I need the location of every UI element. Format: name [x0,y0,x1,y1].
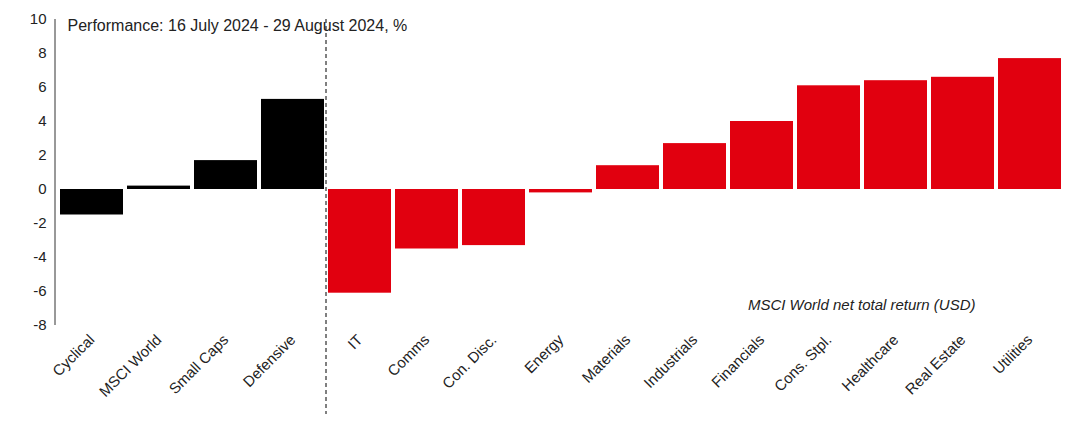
svg-text:Utilities: Utilities [989,331,1035,377]
svg-text:IT: IT [344,331,365,352]
svg-text:MSCI World net total return (U: MSCI World net total return (USD) [748,296,976,313]
svg-text:MSCI World: MSCI World [96,331,165,400]
svg-text:Materials: Materials [578,331,633,386]
svg-text:-2: -2 [33,214,46,231]
svg-text:Con. Disc.: Con. Disc. [439,331,500,392]
svg-text:-8: -8 [33,316,46,333]
svg-text:Small Caps: Small Caps [165,331,231,397]
svg-text:Cons. Stpl.: Cons. Stpl. [771,331,835,395]
svg-text:-6: -6 [33,282,46,299]
svg-text:Financials: Financials [708,331,768,391]
svg-text:Defensive: Defensive [239,331,298,390]
svg-text:10: 10 [30,10,47,27]
svg-text:Healthcare: Healthcare [838,331,901,394]
svg-text:0: 0 [38,180,46,197]
svg-text:Performance: 16 July 2024 - 29: Performance: 16 July 2024 - 29 August 20… [68,17,408,34]
svg-text:Industrials: Industrials [640,331,700,391]
svg-text:4: 4 [38,112,46,129]
svg-text:8: 8 [38,44,46,61]
svg-text:2: 2 [38,146,46,163]
svg-text:Comms: Comms [384,331,433,380]
svg-text:Cyclical: Cyclical [49,331,98,380]
svg-text:Real Estate: Real Estate [902,331,969,398]
svg-text:-4: -4 [33,248,46,265]
svg-text:Energy: Energy [521,330,567,376]
svg-text:6: 6 [38,78,46,95]
